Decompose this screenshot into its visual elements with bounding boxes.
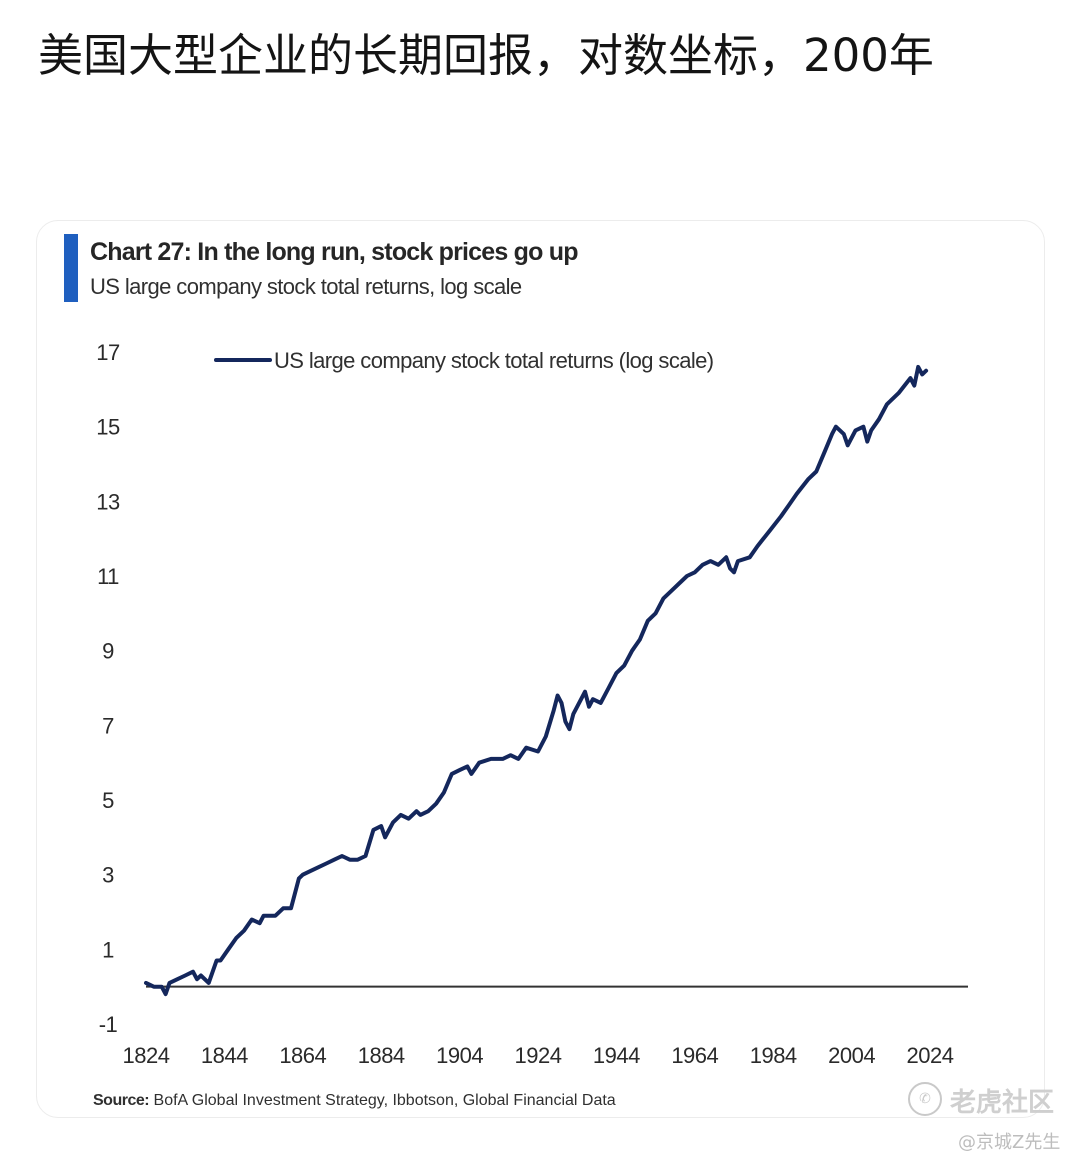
y-axis-ticks: 17 15 13 11 9 7 5 3 1 -1 <box>96 340 120 1037</box>
y-tick-label: 11 <box>97 564 119 589</box>
x-tick-label: 2024 <box>907 1043 954 1068</box>
x-tick-label: 1864 <box>279 1043 326 1068</box>
watermark-logo-icon: ✆ <box>908 1082 942 1116</box>
x-tick-label: 1964 <box>671 1043 718 1068</box>
chart-title-accent-bar <box>64 234 78 302</box>
x-tick-label: 1844 <box>201 1043 248 1068</box>
y-tick-label: 5 <box>102 788 114 813</box>
source-label: Source: <box>93 1092 150 1109</box>
source-note: Source: BofA Global Investment Strategy,… <box>93 1092 616 1110</box>
watermark-user: @京城Z先生 <box>958 1132 1061 1153</box>
chart-subtitle: US large company stock total returns, lo… <box>90 274 522 299</box>
x-tick-label: 2004 <box>828 1043 875 1068</box>
x-tick-label: 1884 <box>358 1043 405 1068</box>
watermark-brand: 老虎社区 <box>950 1088 1055 1118</box>
legend: US large company stock total returns (lo… <box>214 348 714 373</box>
x-tick-label: 1984 <box>750 1043 797 1068</box>
y-tick-label: 13 <box>96 489 120 514</box>
x-tick-label: 1924 <box>515 1043 562 1068</box>
y-tick-label: -1 <box>99 1012 118 1037</box>
post-title: 美国大型企业的长期回报，对数坐标，200年 <box>38 29 934 82</box>
series-line <box>144 364 929 997</box>
source-text: BofA Global Investment Strategy, Ibbotso… <box>149 1092 616 1109</box>
y-tick-label: 3 <box>102 863 114 888</box>
y-tick-label: 9 <box>102 639 114 664</box>
x-tick-label: 1944 <box>593 1043 640 1068</box>
legend-label: US large company stock total returns (lo… <box>274 348 714 373</box>
chart-card <box>36 220 1045 1118</box>
y-tick-label: 1 <box>102 937 114 962</box>
y-tick-label: 17 <box>96 340 120 365</box>
x-tick-label: 1824 <box>123 1043 170 1068</box>
y-tick-label: 15 <box>96 415 120 440</box>
x-tick-label: 1904 <box>436 1043 483 1068</box>
y-tick-label: 7 <box>102 713 114 738</box>
x-axis-ticks: 1824 1844 1864 1884 1904 1924 1944 1964 1984 2004… <box>123 1043 955 1068</box>
chart-title: Chart 27: In the long run, stock prices … <box>90 238 578 266</box>
